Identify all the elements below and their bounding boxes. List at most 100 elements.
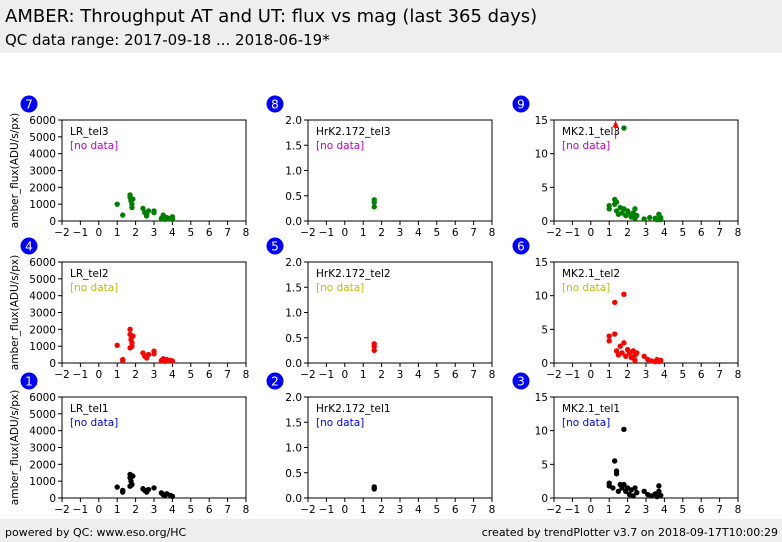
x-tick-label: 0 — [95, 369, 102, 381]
x-tick-label: 8 — [489, 369, 496, 381]
x-tick-label: 8 — [735, 227, 742, 239]
x-tick-label: 0 — [587, 369, 594, 381]
panel-number-badge — [512, 237, 530, 255]
x-tick-label: 6 — [452, 369, 459, 381]
x-tick-label: 0 — [341, 227, 348, 239]
x-tick-label: 5 — [679, 504, 686, 516]
report-footer: powered by QC: www.eso.org/HC created by… — [0, 519, 782, 542]
x-tick-label: 6 — [698, 504, 705, 516]
no-data-label: [no data] — [316, 282, 364, 294]
data-point — [658, 216, 664, 223]
x-tick-label: 2 — [378, 504, 385, 516]
data-point — [658, 492, 664, 499]
x-tick-label: 4 — [169, 227, 176, 239]
x-tick-label: 6 — [206, 227, 213, 239]
data-point — [371, 199, 377, 206]
panel-5: −2 −1 0 1 2 3 4 5 6 7 80.00.51.01.52.0HrK2.172_tel… — [266, 237, 496, 381]
y-axis-label: amber_flux(ADU/s/px) — [9, 113, 21, 228]
x-tick-label: 5 — [679, 369, 686, 381]
data-point — [140, 205, 146, 212]
panel-label: MK2.1_tel3 — [562, 126, 620, 138]
data-point — [641, 488, 647, 494]
panel-label: HrK2.172_tel1 — [316, 403, 391, 415]
plot-frame — [553, 119, 739, 222]
panel-number: 2 — [271, 375, 279, 389]
x-tick-label: −2 — [54, 504, 69, 516]
x-tick-label: 7 — [470, 504, 477, 516]
x-tick-label: 5 — [679, 227, 686, 239]
data-point — [127, 345, 133, 351]
x-tick-label: 0 — [95, 504, 102, 516]
data-point — [610, 485, 616, 491]
x-tick-label: −1 — [565, 227, 580, 239]
y-tick-label: 5000 — [29, 409, 56, 421]
x-tick-label: 4 — [415, 369, 422, 381]
x-tick-label: 8 — [735, 369, 742, 381]
y-tick-label: 0 — [541, 493, 548, 505]
x-tick-label: 3 — [643, 369, 650, 381]
panel-number-badge — [266, 237, 284, 255]
data-point — [632, 357, 638, 364]
panel-label: HrK2.172_tel3 — [316, 126, 391, 138]
panel-8: −2 −1 0 1 2 3 4 5 6 7 80.00.51.01.52.0HrK2.172_tel… — [266, 95, 496, 239]
x-tick-label: 7 — [716, 227, 723, 239]
y-axis-label: amber_flux(ADU/s/px) — [9, 390, 21, 505]
plot-frame — [307, 119, 493, 222]
data-point — [606, 333, 612, 339]
x-tick-label: 6 — [206, 504, 213, 516]
y-tick-label: 2000 — [29, 182, 56, 194]
x-tick-label: 4 — [415, 227, 422, 239]
plot-frame — [61, 396, 247, 499]
data-point — [120, 212, 126, 218]
panel-number: 7 — [25, 98, 33, 112]
x-tick-label: 6 — [206, 369, 213, 381]
x-tick-label: 0 — [587, 227, 594, 239]
y-tick-label: 0 — [541, 358, 548, 370]
panel-number-badge — [20, 237, 38, 255]
data-point — [151, 208, 157, 214]
x-tick-label: 8 — [489, 227, 496, 239]
x-tick-label: 0 — [341, 504, 348, 516]
x-tick-label: 7 — [716, 369, 723, 381]
panel-1: −2 −1 0 1 2 3 4 5 6 7 80100020003000400050006000am… — [9, 372, 249, 516]
x-tick-label: 3 — [643, 504, 650, 516]
x-tick-label: 3 — [397, 369, 404, 381]
panel-number: 8 — [271, 98, 279, 112]
x-tick-label: 3 — [643, 227, 650, 239]
y-tick-label: 2.0 — [285, 392, 302, 404]
x-tick-label: 0 — [95, 227, 102, 239]
data-point — [145, 486, 152, 493]
panel-number-badge — [266, 95, 284, 113]
y-tick-label: 2.0 — [285, 115, 302, 127]
x-tick-label: 2 — [624, 227, 631, 239]
data-point — [632, 485, 638, 491]
data-point — [634, 489, 640, 496]
no-data-label: [no data] — [70, 140, 118, 152]
y-tick-label: 0 — [49, 358, 56, 370]
x-tick-label: 1 — [360, 369, 367, 381]
data-point — [613, 199, 620, 205]
data-point — [612, 458, 618, 464]
data-point — [621, 340, 627, 346]
data-point — [606, 206, 612, 212]
data-point — [606, 338, 612, 344]
x-tick-label: 6 — [698, 369, 705, 381]
data-point — [641, 216, 647, 222]
x-tick-label: −2 — [54, 227, 69, 239]
x-tick-label: 6 — [698, 227, 705, 239]
x-tick-label: 7 — [224, 504, 231, 516]
data-point — [145, 351, 152, 358]
x-tick-label: 3 — [151, 504, 158, 516]
x-tick-label: 0 — [341, 369, 348, 381]
x-tick-label: 7 — [716, 504, 723, 516]
panel-label: LR_tel3 — [70, 126, 109, 138]
y-tick-label: 2.0 — [285, 257, 302, 269]
x-tick-label: 1 — [606, 504, 613, 516]
x-tick-label: −2 — [546, 504, 561, 516]
data-point — [143, 213, 150, 219]
data-point — [169, 358, 176, 364]
x-tick-label: 4 — [661, 227, 668, 239]
x-tick-label: 1 — [360, 504, 367, 516]
